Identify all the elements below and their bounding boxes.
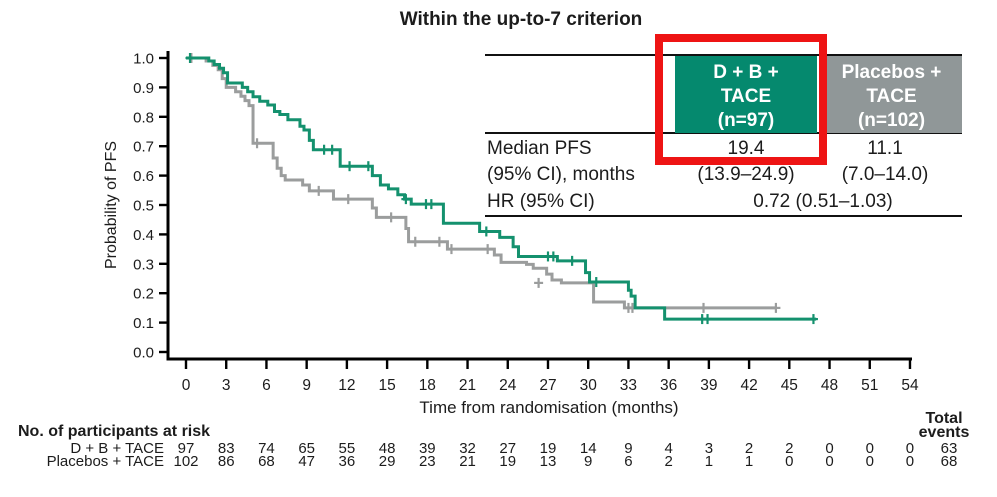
- stats-col-header-placebos: Placebos + TACE (n=102): [821, 56, 962, 133]
- stats-col2-line1: Placebos +: [841, 62, 942, 83]
- x-tick-label: 54: [901, 377, 919, 394]
- km-curve-placebos-tace: [186, 56, 776, 310]
- y-tick-label: 0.4: [133, 227, 154, 244]
- median-pfs-placebos: 11.1: [867, 138, 903, 159]
- median-pfs-dbtace: 19.4: [727, 138, 765, 159]
- x-tick-label: 27: [539, 377, 556, 394]
- y-tick-label: 0.6: [133, 168, 154, 185]
- risk-row-label-placebos: Placebos + TACE: [46, 453, 164, 470]
- x-tick-label: 12: [338, 377, 355, 394]
- x-tick-label: 48: [821, 377, 838, 394]
- y-tick-label: 0.5: [133, 198, 154, 215]
- stats-row-median-label: Median PFS: [487, 138, 592, 159]
- x-axis-title: Time from randomisation (months): [419, 398, 679, 417]
- y-tick-label: 0.2: [133, 286, 154, 303]
- x-tick-label: 3: [222, 377, 231, 394]
- ci-placebos: (7.0–14.0): [841, 164, 929, 185]
- stats-row-hr-label: HR (95% CI): [487, 191, 595, 212]
- total-events-dbtace: 63: [940, 440, 958, 457]
- total-events-placebos: 68: [940, 453, 958, 470]
- y-tick-label: 0.7: [133, 139, 154, 156]
- hr-value: 0.72 (0.51–1.03): [753, 191, 893, 212]
- x-tick-label: 39: [700, 377, 717, 394]
- total-events-header-line2: events: [918, 424, 970, 441]
- risk-table-heading: No. of participants at risk: [18, 423, 211, 440]
- x-tick-label: 30: [580, 377, 598, 394]
- x-tick-label: 6: [262, 377, 271, 394]
- x-tick-label: 18: [419, 377, 436, 394]
- x-tick-label: 42: [740, 377, 757, 394]
- x-tick-label: 21: [459, 377, 476, 394]
- x-tick-label: 36: [660, 377, 677, 394]
- y-tick-label: 0.3: [133, 256, 154, 273]
- x-tick-label: 45: [781, 377, 798, 394]
- stats-table-bottom-rule: [485, 215, 962, 217]
- stats-col2-line3: (n=102): [857, 110, 926, 131]
- x-tick-label: 0: [182, 377, 191, 394]
- x-tick-label: 15: [378, 377, 395, 394]
- stats-col-header-dbtace: D + B + TACE (n=97): [675, 56, 817, 133]
- y-axis-title: Probability of PFS: [103, 140, 120, 270]
- y-tick-label: 0.9: [133, 80, 154, 97]
- stats-table-top-rule: [485, 54, 962, 56]
- x-tick-label: 51: [861, 377, 878, 394]
- y-tick-label: 1.0: [133, 51, 154, 68]
- km-curve-d-b-tace: [186, 56, 817, 321]
- ci-dbtace: (13.9–24.9): [697, 164, 795, 185]
- x-tick-label: 9: [302, 377, 311, 394]
- stats-row-ci-label: (95% CI), months: [487, 164, 635, 185]
- red-highlight-box: [655, 34, 827, 165]
- stats-col1-line3: (n=97): [717, 110, 775, 131]
- stats-col2-line2: TACE: [866, 86, 917, 107]
- x-tick-label: 33: [620, 377, 637, 394]
- stats-col1-line2: TACE: [720, 86, 772, 107]
- total-events-header-line1: Total: [925, 410, 963, 427]
- risk-row-label-dbtace: D + B + TACE: [70, 440, 164, 457]
- total-events-header: Total events: [918, 410, 970, 441]
- y-tick-label: 0.1: [133, 315, 154, 332]
- x-tick-label: 24: [499, 377, 517, 394]
- stats-table-mid-rule: [485, 132, 962, 134]
- stats-col1-line1: D + B +: [713, 62, 779, 83]
- y-tick-label: 0.0: [133, 345, 154, 362]
- chart-title: Within the up-to-7 criterion: [399, 9, 643, 30]
- y-tick-label: 0.8: [133, 109, 154, 126]
